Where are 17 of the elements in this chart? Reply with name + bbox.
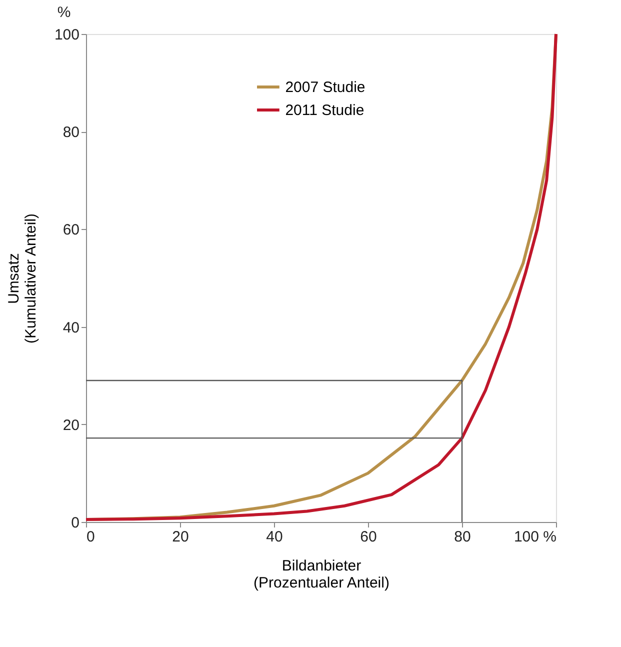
y-tick-label: 80 — [62, 124, 80, 142]
y-tick-label: 20 — [62, 416, 80, 434]
y-axis-title: Umsatz (Kumulativer Anteil) — [5, 213, 40, 344]
x-tick-label: 0 — [86, 528, 95, 546]
y-tick-label: 100 — [54, 26, 80, 44]
x-tick-label: 100 % — [514, 528, 556, 546]
x-tick-label: 80 — [454, 528, 471, 546]
y-tick-label: 0 — [71, 514, 80, 532]
x-tick-label: 60 — [360, 528, 377, 546]
text: % — [57, 4, 71, 21]
y-tick-label: 60 — [62, 222, 80, 239]
legend-label: 2007 Studie — [285, 79, 366, 96]
x-axis-title: Bildanbieter (Prozentualer Anteil) — [254, 558, 390, 592]
legend-label: 2011 Studie — [285, 102, 364, 119]
y-tick-label: 40 — [62, 319, 80, 336]
x-tick-label: 40 — [266, 528, 283, 546]
x-tick-label: 20 — [172, 528, 189, 546]
